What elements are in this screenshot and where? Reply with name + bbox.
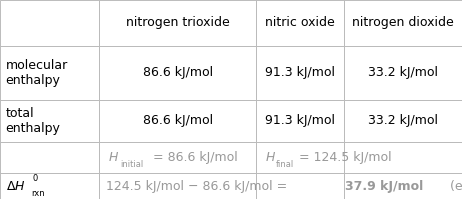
Bar (256, 142, 344, 173)
Bar (344, 100, 462, 142)
Text: = 124.5 kJ/mol: = 124.5 kJ/mol (299, 151, 392, 164)
Text: 124.5 kJ/mol − 86.6 kJ/mol =: 124.5 kJ/mol − 86.6 kJ/mol = (106, 179, 292, 193)
Bar (344, 142, 462, 173)
Bar (256, 100, 344, 142)
Text: 86.6 kJ/mol: 86.6 kJ/mol (143, 66, 213, 79)
Text: 33.2 kJ/mol: 33.2 kJ/mol (368, 114, 438, 127)
Text: initial: initial (121, 160, 144, 169)
Text: 33.2 kJ/mol: 33.2 kJ/mol (368, 66, 438, 79)
Text: rxn: rxn (31, 189, 44, 198)
Bar (0, 100, 99, 142)
Text: nitrogen dioxide: nitrogen dioxide (352, 16, 454, 29)
Text: total
enthalpy: total enthalpy (6, 107, 61, 135)
Bar (256, 173, 344, 199)
Text: 91.3 kJ/mol: 91.3 kJ/mol (265, 66, 335, 79)
Bar (99, 0, 256, 46)
Text: (endothermic): (endothermic) (446, 179, 462, 193)
Bar (344, 46, 462, 100)
Bar (256, 0, 344, 46)
Text: 0: 0 (32, 174, 37, 183)
Text: $\mathit{H}$: $\mathit{H}$ (265, 151, 276, 164)
Bar (0, 142, 99, 173)
Text: final: final (276, 160, 294, 169)
Bar (344, 173, 462, 199)
Bar (256, 46, 344, 100)
Bar (99, 100, 256, 142)
Bar (99, 142, 256, 173)
Text: $\mathit{H}$: $\mathit{H}$ (108, 151, 119, 164)
Text: 37.9 kJ/mol: 37.9 kJ/mol (345, 179, 424, 193)
Text: 91.3 kJ/mol: 91.3 kJ/mol (265, 114, 335, 127)
Text: = 86.6 kJ/mol: = 86.6 kJ/mol (153, 151, 237, 164)
Bar (0, 173, 99, 199)
Text: 86.6 kJ/mol: 86.6 kJ/mol (143, 114, 213, 127)
Text: nitrogen trioxide: nitrogen trioxide (126, 16, 230, 29)
Bar (0, 0, 99, 46)
Text: nitric oxide: nitric oxide (266, 16, 335, 29)
Bar (99, 46, 256, 100)
Text: molecular
enthalpy: molecular enthalpy (6, 59, 68, 87)
Bar (0, 46, 99, 100)
Bar (99, 173, 256, 199)
Bar (344, 0, 462, 46)
Text: $\Delta\mathit{H}$: $\Delta\mathit{H}$ (6, 179, 25, 193)
